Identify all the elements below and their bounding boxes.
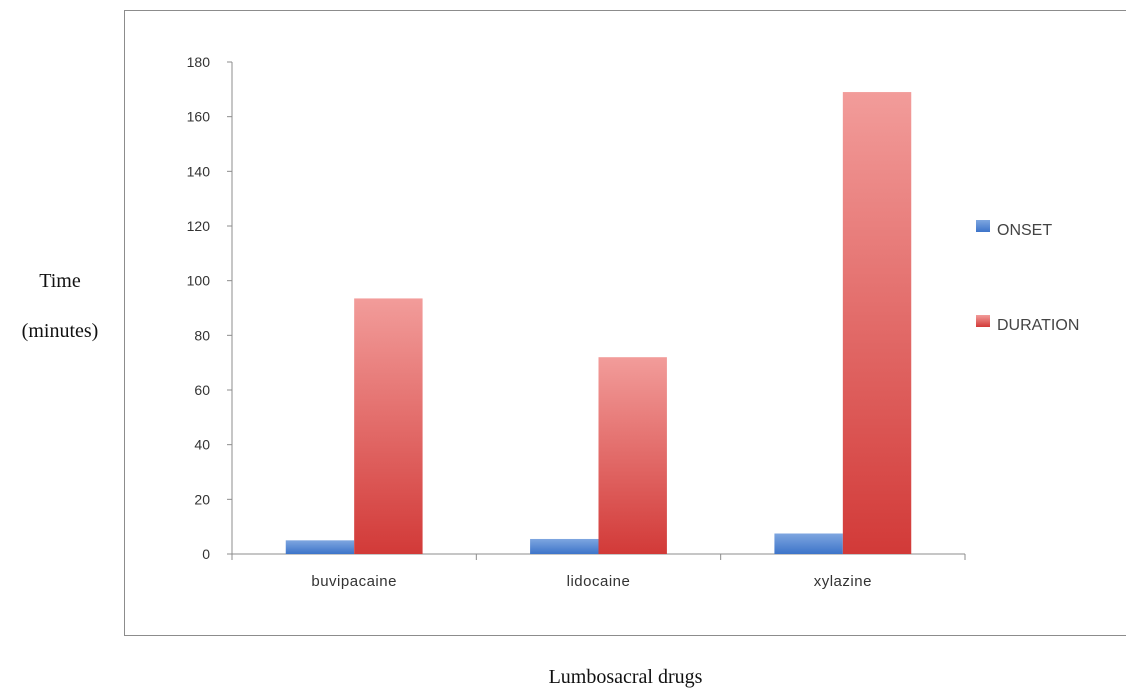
x-tick-label: buvipacaine <box>311 573 397 590</box>
x-tick-label: lidocaine <box>567 573 631 590</box>
legend-label-duration: DURATION <box>997 317 1079 334</box>
y-tick-label: 180 <box>187 54 211 70</box>
y-tick-label: 100 <box>187 273 211 289</box>
bar-chart: 0 20 40 60 80 100 120 140 160 180 buvipacaine lidoc… <box>125 11 1126 635</box>
chart-frame: 0 20 40 60 80 100 120 140 160 180 buvipacaine lidoc… <box>124 10 1126 636</box>
bar-onset-lidocaine <box>530 539 598 554</box>
y-tick-label: 160 <box>187 109 211 125</box>
bar-duration-xylazine <box>843 92 911 554</box>
legend-label-onset: ONSET <box>997 222 1052 239</box>
y-tick-label: 0 <box>202 546 210 562</box>
legend-swatch-onset <box>976 220 990 232</box>
x-axis-label: Lumbosacral drugs <box>125 666 1126 689</box>
y-tick-label: 140 <box>187 163 211 179</box>
y-axis-label-line2: (minutes) <box>0 320 120 343</box>
bar-onset-xylazine <box>774 534 842 555</box>
y-tick-label: 60 <box>194 382 210 398</box>
bar-duration-lidocaine <box>599 357 667 554</box>
y-tick-label: 20 <box>194 491 210 507</box>
bar-duration-buvipacaine <box>354 298 422 554</box>
y-axis-label-line1: Time <box>0 270 120 293</box>
y-tick-label: 80 <box>194 327 210 343</box>
y-tick-label: 120 <box>187 218 211 234</box>
bar-onset-buvipacaine <box>286 540 354 554</box>
legend-swatch-duration <box>976 315 990 327</box>
y-tick-label: 40 <box>194 437 210 453</box>
x-tick-label: xylazine <box>814 573 872 590</box>
